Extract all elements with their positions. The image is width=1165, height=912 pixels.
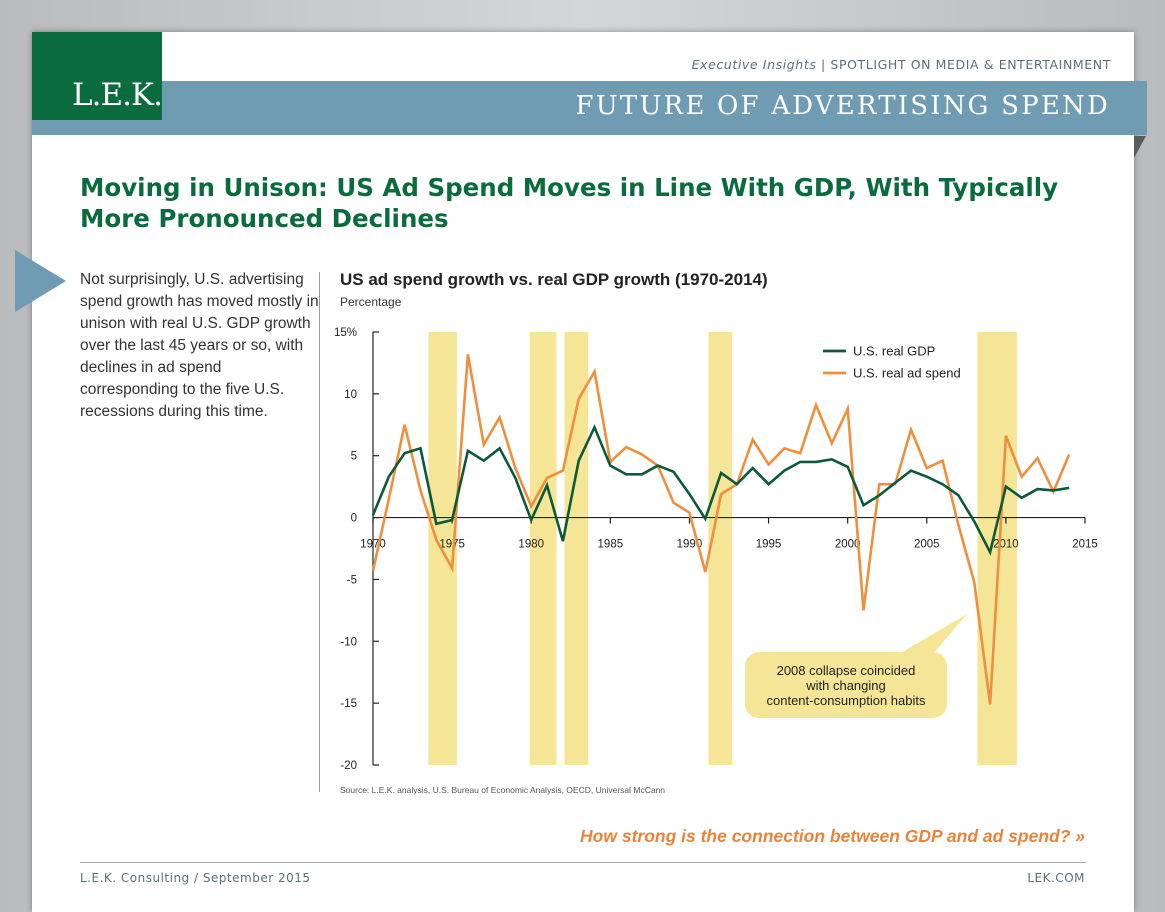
page-fold [1134, 136, 1146, 158]
source-note: Source: L.E.K. analysis, U.S. Bureau of … [340, 785, 666, 795]
page-headline: Moving in Unison: US Ad Spend Moves in L… [80, 173, 1059, 233]
y-tick-label: -5 [347, 574, 357, 586]
chart-y-label: Percentage [340, 295, 402, 309]
x-tick-label: 2005 [914, 539, 940, 551]
x-tick-label: 2015 [1072, 539, 1098, 551]
recession-bands [428, 332, 1017, 765]
series-line [371, 424, 1070, 556]
spotlight-label: | SPOTLIGHT ON MEDIA & ENTERTAINMENT [816, 57, 1111, 72]
y-tick-label: 15% [334, 327, 357, 339]
next-question-link[interactable]: How strong is the connection between GDP… [580, 826, 1085, 846]
y-tick-label: -10 [340, 636, 357, 648]
header-banner [32, 81, 1147, 135]
y-tick-label: 10 [344, 389, 357, 401]
legend-label: U.S. real ad spend [853, 366, 961, 381]
x-tick-label: 1995 [756, 539, 782, 551]
banner-title: FUTURE OF ADVERTISING SPEND [575, 91, 1110, 121]
y-tick-label: -20 [340, 760, 357, 772]
footer-rule [80, 862, 1086, 863]
legend-label: U.S. real GDP [853, 344, 935, 359]
y-tick-label: 5 [351, 451, 357, 463]
play-arrow-icon [15, 250, 66, 312]
x-tick-label: 1975 [439, 539, 465, 551]
recession-band [564, 332, 589, 765]
y-tick-label: -15 [340, 698, 357, 710]
annotation-callout: 2008 collapse coincided with changing co… [745, 652, 947, 718]
chart-title: US ad spend growth vs. real GDP growth (… [340, 270, 768, 289]
series-line [371, 354, 1071, 705]
executive-insights-line: Executive Insights | SPOTLIGHT ON MEDIA … [692, 57, 1111, 72]
recession-band [529, 332, 557, 765]
footer-publisher: L.E.K. Consulting / September 2015 [80, 871, 311, 885]
recession-band [428, 332, 457, 765]
x-tick-label: 2010 [993, 539, 1019, 551]
series-lines [371, 354, 1071, 705]
callout-pointer [882, 614, 967, 664]
recession-band [977, 332, 1017, 765]
intro-paragraph: Not surprisingly, U.S. advertising spend… [80, 271, 319, 420]
column-divider [319, 272, 320, 792]
y-tick-label: 0 [351, 513, 357, 525]
recession-band [708, 332, 733, 765]
lek-logo: L.E.K. [32, 32, 163, 120]
exec-insights-label: Executive Insights [691, 57, 817, 72]
x-tick-label: 1970 [360, 539, 386, 551]
footer-website[interactable]: LEK.COM [1027, 871, 1085, 885]
x-tick-label: 1985 [598, 539, 624, 551]
logo-text: L.E.K. [72, 77, 163, 113]
x-tick-label: 2000 [835, 539, 861, 551]
chart-legend: U.S. real GDP U.S. real ad spend [823, 344, 961, 381]
x-tick-label: 1980 [518, 539, 544, 551]
